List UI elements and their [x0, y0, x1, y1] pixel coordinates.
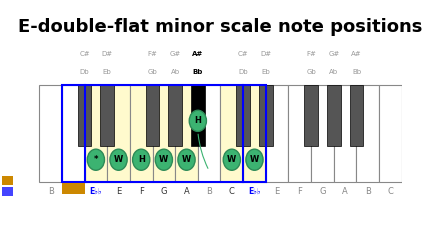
Text: F#: F# — [306, 51, 316, 57]
Text: C#: C# — [79, 51, 90, 57]
Bar — [169, 85, 182, 146]
Text: E: E — [275, 187, 280, 196]
Text: B: B — [48, 187, 54, 196]
Bar — [153, 85, 175, 182]
Bar — [62, 85, 84, 182]
Bar — [198, 85, 220, 182]
Bar — [146, 85, 159, 146]
Bar — [84, 85, 107, 182]
Bar — [379, 85, 402, 182]
Text: Bb: Bb — [352, 69, 361, 75]
Text: E♭♭: E♭♭ — [90, 187, 102, 196]
Text: G#: G# — [328, 51, 339, 57]
Bar — [259, 85, 273, 146]
Circle shape — [189, 110, 206, 131]
Circle shape — [110, 149, 127, 170]
Text: Ab: Ab — [329, 69, 338, 75]
Bar — [356, 85, 379, 182]
Text: Db: Db — [80, 69, 89, 75]
Bar — [334, 85, 356, 182]
Circle shape — [178, 149, 195, 170]
Text: basicmusictheory.com: basicmusictheory.com — [6, 82, 11, 143]
Text: W: W — [250, 155, 259, 164]
Text: A: A — [342, 187, 348, 196]
Text: W: W — [182, 155, 191, 164]
Bar — [39, 85, 62, 182]
Bar — [175, 85, 198, 182]
Text: A#: A# — [351, 51, 362, 57]
Text: Gb: Gb — [306, 69, 316, 75]
Circle shape — [223, 149, 240, 170]
Circle shape — [246, 149, 263, 170]
Text: B: B — [206, 187, 212, 196]
Text: E: E — [116, 187, 121, 196]
Text: C#: C# — [238, 51, 249, 57]
Bar — [289, 85, 311, 182]
Bar — [191, 85, 205, 146]
Text: C: C — [70, 187, 76, 196]
Bar — [236, 85, 250, 146]
Text: D#: D# — [260, 51, 271, 57]
Text: Eb: Eb — [261, 69, 270, 75]
Bar — [130, 85, 153, 182]
Text: Bb: Bb — [193, 69, 203, 75]
Text: H: H — [194, 116, 201, 125]
Bar — [107, 85, 130, 182]
Text: W: W — [159, 155, 169, 164]
Text: G: G — [161, 187, 167, 196]
Circle shape — [87, 149, 104, 170]
Bar — [78, 85, 92, 146]
Text: Eb: Eb — [103, 69, 112, 75]
Bar — [243, 85, 266, 182]
Text: Gb: Gb — [148, 69, 158, 75]
Text: Db: Db — [238, 69, 248, 75]
Text: E♭♭: E♭♭ — [248, 187, 261, 196]
Bar — [266, 85, 289, 182]
Text: F: F — [139, 187, 143, 196]
Text: A: A — [183, 187, 189, 196]
Text: E-double-flat minor scale note positions: E-double-flat minor scale note positions — [18, 18, 423, 36]
Text: D#: D# — [102, 51, 113, 57]
Bar — [100, 85, 114, 146]
Text: Ab: Ab — [171, 69, 180, 75]
Text: F#: F# — [147, 51, 158, 57]
Text: F: F — [297, 187, 302, 196]
Bar — [62, 85, 266, 182]
Text: W: W — [114, 155, 123, 164]
Text: W: W — [227, 155, 236, 164]
Circle shape — [155, 149, 172, 170]
Bar — [220, 85, 243, 182]
Text: C: C — [229, 187, 235, 196]
Circle shape — [132, 149, 150, 170]
Bar — [350, 85, 363, 146]
Text: A#: A# — [192, 51, 203, 57]
Bar — [304, 85, 318, 146]
Text: C: C — [388, 187, 393, 196]
Text: *: * — [94, 155, 98, 164]
Text: H: H — [138, 155, 145, 164]
Text: G#: G# — [169, 51, 181, 57]
Bar — [327, 85, 341, 146]
Bar — [311, 85, 334, 182]
Text: G: G — [319, 187, 326, 196]
Bar — [62, 183, 84, 194]
Text: B: B — [365, 187, 371, 196]
